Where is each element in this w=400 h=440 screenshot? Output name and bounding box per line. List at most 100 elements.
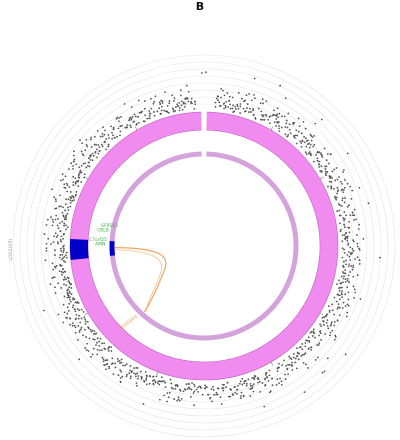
data-point: [308, 340, 311, 342]
data-point: [133, 113, 136, 116]
data-point: [344, 226, 346, 228]
data-point: [350, 198, 353, 200]
data-point: [241, 377, 244, 380]
data-point: [349, 271, 351, 273]
data-point: [316, 151, 319, 154]
data-point: [305, 145, 308, 148]
data-point: [98, 340, 101, 343]
data-point: [343, 188, 345, 191]
data-point: [232, 104, 234, 107]
data-point: [75, 191, 78, 193]
data-point: [305, 363, 307, 366]
data-point: [347, 304, 350, 307]
data-point: [62, 278, 65, 281]
data-point: [63, 255, 66, 258]
data-point: [98, 150, 101, 152]
data-point: [86, 342, 88, 345]
data-point: [352, 285, 355, 288]
data-point: [66, 296, 69, 299]
data-point: [322, 319, 324, 322]
data-point: [77, 302, 80, 304]
data-point: [55, 200, 57, 203]
data-point: [96, 337, 99, 340]
data-point: [219, 104, 222, 107]
data-point: [62, 178, 64, 181]
data-point: [80, 164, 83, 167]
data-point: [65, 316, 68, 319]
data-point: [222, 387, 225, 389]
data-point: [92, 347, 95, 350]
data-point: [63, 276, 66, 279]
data-point: [80, 171, 83, 174]
data-point: [67, 206, 69, 209]
data-point: [335, 300, 338, 303]
data-point: [273, 121, 276, 124]
data-point: [321, 316, 324, 319]
data-point: [289, 132, 292, 135]
data-point: [345, 214, 348, 217]
data-point: [158, 398, 161, 401]
data-point: [276, 378, 279, 380]
grid-rings: [12, 54, 396, 438]
data-point: [253, 378, 256, 380]
data-point: [281, 364, 284, 366]
data-point: [97, 144, 100, 146]
data-point: [278, 112, 281, 115]
data-point: [176, 384, 179, 386]
data-point: [63, 270, 66, 273]
data-point: [107, 143, 110, 146]
data-point: [346, 182, 349, 185]
grid-ring: [26, 68, 382, 424]
data-point: [152, 375, 155, 378]
data-point: [45, 224, 48, 226]
data-point: [261, 98, 264, 100]
data-point: [120, 361, 123, 364]
data-point: [339, 204, 341, 207]
data-point: [254, 97, 256, 100]
data-point: [69, 196, 72, 199]
data-point: [83, 328, 86, 331]
data-point: [234, 392, 237, 394]
data-point: [303, 353, 306, 356]
data-point: [62, 257, 64, 259]
data-point: [249, 395, 252, 397]
data-point: [286, 367, 289, 370]
data-point: [250, 111, 252, 113]
data-point: [353, 296, 355, 299]
data-point: [107, 347, 109, 350]
data-point: [101, 132, 104, 135]
data-point: [325, 321, 328, 324]
data-point: [68, 296, 71, 299]
data-point: [111, 131, 113, 134]
data-point: [321, 371, 324, 374]
data-point: [260, 110, 263, 113]
data-point: [210, 388, 213, 391]
data-point: [59, 230, 62, 233]
data-point: [352, 266, 355, 269]
data-point: [237, 384, 239, 387]
data-point: [148, 117, 151, 120]
data-point: [55, 236, 58, 238]
data-point: [71, 306, 74, 309]
data-point: [65, 256, 68, 259]
data-point: [341, 240, 344, 243]
data-point: [333, 313, 335, 316]
data-point: [128, 372, 131, 374]
data-point: [161, 102, 164, 104]
data-point: [278, 127, 280, 130]
data-point: [182, 101, 185, 104]
data-point: [140, 375, 143, 378]
data-point: [56, 224, 59, 227]
data-point: [168, 100, 171, 102]
data-point: [264, 384, 266, 387]
data-point: [252, 383, 255, 386]
data-point: [79, 171, 81, 174]
data-point: [342, 266, 345, 268]
data-point: [307, 367, 310, 369]
data-point: [285, 122, 288, 125]
data-point: [84, 149, 87, 152]
data-point: [340, 228, 342, 231]
data-point: [139, 370, 142, 373]
data-point: [334, 197, 337, 200]
data-point: [336, 192, 339, 195]
